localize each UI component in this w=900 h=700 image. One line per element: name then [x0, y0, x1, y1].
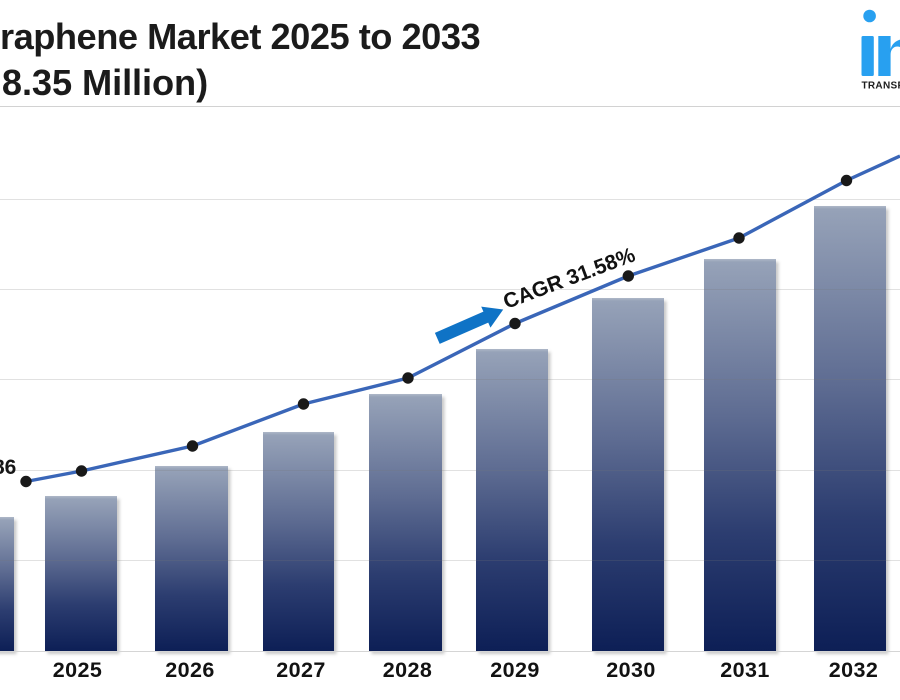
- svg-text:TRANSFOR: TRANSFOR: [862, 81, 900, 92]
- svg-text:86: 86: [0, 456, 16, 479]
